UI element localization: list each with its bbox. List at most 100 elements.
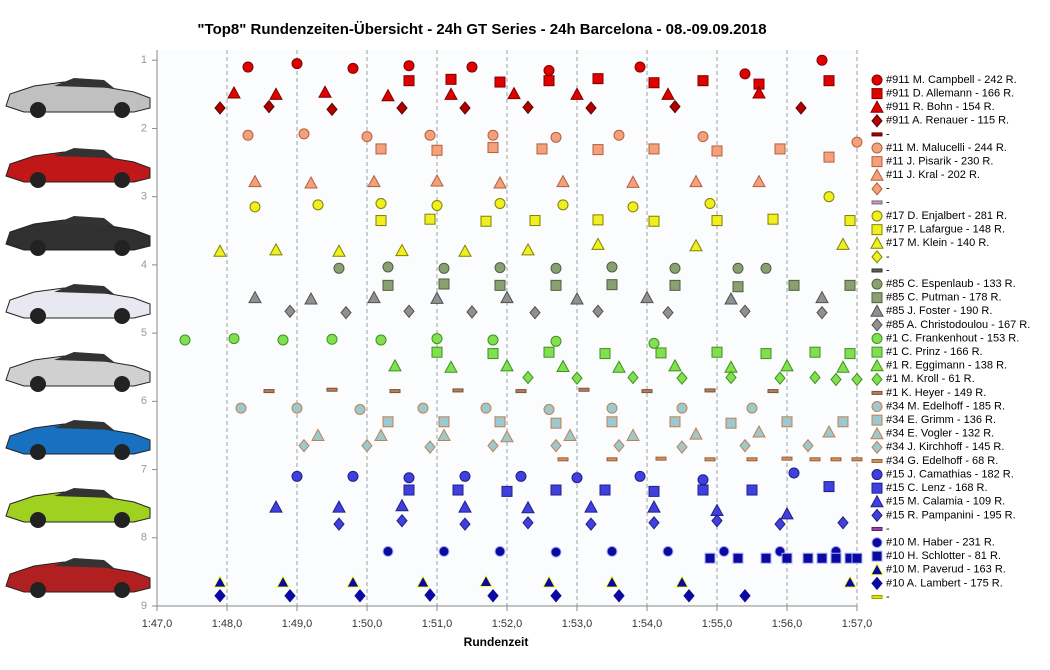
point <box>424 588 436 602</box>
point <box>823 481 835 493</box>
point <box>507 86 521 100</box>
point <box>396 513 408 528</box>
legend-label: #11 J. Kral - 202 R. <box>886 169 980 181</box>
point <box>242 129 254 141</box>
point <box>550 438 562 453</box>
point <box>571 472 583 484</box>
point <box>648 485 660 497</box>
point <box>676 402 688 414</box>
y-tick-label: 3 <box>141 191 147 203</box>
point <box>585 101 597 115</box>
point <box>543 404 555 416</box>
point <box>235 402 247 414</box>
point <box>816 54 828 66</box>
car-image <box>5 351 151 393</box>
point <box>585 517 597 531</box>
point <box>704 552 716 564</box>
legend-marker <box>871 576 883 591</box>
point <box>431 333 443 345</box>
point <box>487 348 499 360</box>
point <box>269 242 283 256</box>
point <box>711 346 723 358</box>
point <box>816 305 828 320</box>
point <box>249 201 261 213</box>
point <box>592 304 604 319</box>
legend-label: - <box>886 128 890 140</box>
point <box>382 416 394 428</box>
point <box>557 457 569 462</box>
point <box>606 261 618 273</box>
point <box>760 348 772 360</box>
point <box>354 588 366 603</box>
point <box>683 588 695 603</box>
point <box>494 279 506 291</box>
point <box>438 278 450 290</box>
legend-label: #17 P. Lafargue - 148 R. <box>886 224 1005 236</box>
point <box>416 575 430 588</box>
point <box>606 279 618 291</box>
point <box>780 506 794 520</box>
point <box>802 552 814 564</box>
point <box>830 372 842 387</box>
legend-label: #34 G. Edelhoff - 68 R. <box>886 455 998 467</box>
point <box>851 457 863 462</box>
legend-label: #11 J. Pisarik - 230 R. <box>886 156 993 168</box>
legend-label: #10 M. Paverud - 163 R. <box>886 564 1006 576</box>
point <box>676 371 688 385</box>
point <box>263 99 275 114</box>
point <box>529 215 541 227</box>
legend-marker <box>871 333 883 344</box>
point <box>521 242 535 256</box>
point <box>634 470 646 482</box>
point <box>578 387 590 392</box>
legend-marker <box>871 200 883 205</box>
point <box>732 552 744 564</box>
point <box>626 428 640 441</box>
point <box>515 389 527 394</box>
point <box>774 517 786 531</box>
point <box>746 484 758 496</box>
legend-label: #911 M. Campbell - 242 R. <box>886 74 1017 86</box>
x-tick-label: 1:49,0 <box>282 618 313 630</box>
point <box>452 388 464 393</box>
point <box>487 438 499 453</box>
point <box>767 389 779 394</box>
point <box>500 429 514 443</box>
point <box>648 215 660 227</box>
point <box>277 334 289 346</box>
point <box>459 470 471 482</box>
point <box>494 416 506 428</box>
point <box>276 575 290 588</box>
point <box>438 545 450 557</box>
point <box>844 279 856 291</box>
point <box>843 575 857 588</box>
point <box>627 201 639 213</box>
point <box>381 88 395 102</box>
point <box>767 213 779 225</box>
legend-marker <box>871 114 883 128</box>
point <box>543 64 555 76</box>
point <box>333 262 345 274</box>
point <box>361 438 373 453</box>
legend-label: #34 J. Kirchhoff - 145 R. <box>886 441 1004 453</box>
point <box>298 438 310 453</box>
point <box>851 136 863 148</box>
point <box>522 370 534 385</box>
legend-marker <box>870 494 884 508</box>
point <box>802 438 814 453</box>
point <box>284 304 296 319</box>
legend-label: #34 E. Vogler - 132 R. <box>886 428 994 440</box>
point <box>361 131 373 143</box>
point <box>570 291 584 305</box>
point <box>627 370 639 385</box>
point <box>494 545 506 557</box>
point <box>592 214 604 226</box>
point <box>613 438 625 453</box>
point <box>752 85 766 99</box>
point <box>494 76 506 88</box>
legend-label: #34 E. Grimm - 136 R. <box>886 414 996 426</box>
legend-marker <box>871 224 883 236</box>
point <box>403 472 415 484</box>
point <box>689 238 703 252</box>
point <box>479 574 493 587</box>
